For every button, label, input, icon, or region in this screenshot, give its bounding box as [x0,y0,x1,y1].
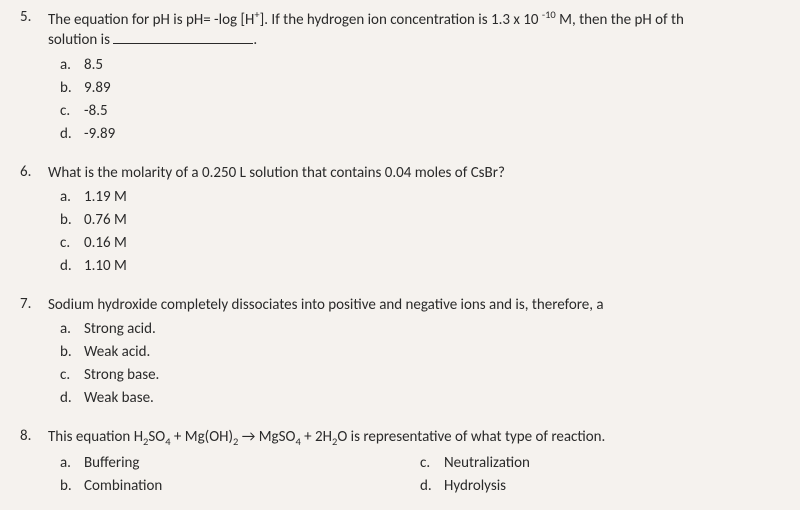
question-text: Sodium hydroxide completely dissociates … [48,295,780,315]
option-text: Weak base. [84,388,154,409]
question-6-stem: 6. What is the molarity of a 0.250 L sol… [20,163,780,183]
option-c: c. -8.5 [60,101,780,122]
option-b: b. Combination [60,476,420,497]
option-a: a. 8.5 [60,55,780,76]
question-8-stem: 8. This equation H2SO4 + Mg(OH)2 → MgSO4… [20,427,780,449]
options-left-column: a. Buffering b. Combination [60,453,420,499]
option-letter: a. [60,453,84,474]
option-text: 9.89 [84,78,111,99]
question-text: The equation for pH is pH= -log [H+]. If… [48,8,780,51]
option-letter: d. [60,124,84,145]
option-letter: c. [60,365,84,386]
option-a: a. 1.19 M [60,187,780,208]
question-7: 7. Sodium hydroxide completely dissociat… [20,295,780,409]
question-number: 5. [20,8,48,26]
option-text: 1.10 M [84,256,127,277]
question-6: 6. What is the molarity of a 0.250 L sol… [20,163,780,277]
stem-fragment: + 2H [301,428,332,446]
stem-fragment: O is representative of what type of reac… [337,428,605,446]
question-number: 7. [20,295,48,313]
stem-fragment: SO [148,428,165,446]
options-two-column: a. Buffering b. Combination c. Neutraliz… [60,453,780,499]
stem-fragment: → MgSO [238,428,295,446]
option-d: d. -9.89 [60,124,780,145]
question-number: 8. [20,427,48,445]
option-b: b. Weak acid. [60,342,780,363]
stem-fragment: solution is [48,31,113,49]
option-b: b. 0.76 M [60,210,780,231]
options-list: a. Strong acid. b. Weak acid. c. Strong … [60,319,780,409]
option-b: b. 9.89 [60,78,780,99]
option-text: Weak acid. [84,342,150,363]
option-letter: d. [60,388,84,409]
option-letter: d. [60,256,84,277]
option-text: 0.16 M [84,233,127,254]
option-text: 0.76 M [84,210,127,231]
question-5: 5. The equation for pH is pH= -log [H+].… [20,8,780,145]
stem-fragment: M, then the pH of th [556,11,684,29]
question-8: 8. This equation H2SO4 + Mg(OH)2 → MgSO4… [20,427,780,499]
option-text: -9.89 [84,124,115,145]
option-text: Combination [84,476,162,497]
option-text: 1.19 M [84,187,127,208]
option-d: d. Weak base. [60,388,780,409]
option-d: d. 1.10 M [60,256,780,277]
question-text: What is the molarity of a 0.250 L soluti… [48,163,780,183]
option-c: c. Strong base. [60,365,780,386]
option-letter: b. [60,476,84,497]
option-a: a. Strong acid. [60,319,780,340]
option-letter: b. [60,210,84,231]
option-letter: a. [60,319,84,340]
stem-fragment: . [253,31,257,49]
option-letter: c. [60,233,84,254]
options-list: a. 8.5 b. 9.89 c. -8.5 d. -9.89 [60,55,780,145]
option-d: d. Hydrolysis [420,476,780,497]
option-text: Buffering [84,453,140,474]
stem-fragment: ]. If the hydrogen ion concentration is … [260,11,542,29]
stem-fragment: The equation for pH is pH= -log [H [48,11,254,29]
question-7-stem: 7. Sodium hydroxide completely dissociat… [20,295,780,315]
question-5-stem: 5. The equation for pH is pH= -log [H+].… [20,8,780,51]
option-text: Hydrolysis [444,476,506,497]
option-c: c. Neutralization [420,453,780,474]
fill-blank [113,30,253,44]
option-c: c. 0.16 M [60,233,780,254]
option-letter: d. [420,476,444,497]
option-text: Strong acid. [84,319,156,340]
options-right-column: c. Neutralization d. Hydrolysis [420,453,780,499]
options-list: a. 1.19 M b. 0.76 M c. 0.16 M d. 1.10 M [60,187,780,277]
option-text: -8.5 [84,101,108,122]
option-letter: a. [60,55,84,76]
option-letter: c. [420,453,444,474]
option-letter: b. [60,78,84,99]
option-text: Strong base. [84,365,159,386]
superscript: -10 [542,8,556,21]
option-a: a. Buffering [60,453,420,474]
question-text: This equation H2SO4 + Mg(OH)2 → MgSO4 + … [48,427,780,449]
question-number: 6. [20,163,48,181]
option-text: Neutralization [444,453,530,474]
option-text: 8.5 [84,55,103,76]
stem-fragment: + Mg(OH) [171,428,234,446]
option-letter: a. [60,187,84,208]
option-letter: c. [60,101,84,122]
option-letter: b. [60,342,84,363]
stem-fragment: This equation H [48,428,143,446]
